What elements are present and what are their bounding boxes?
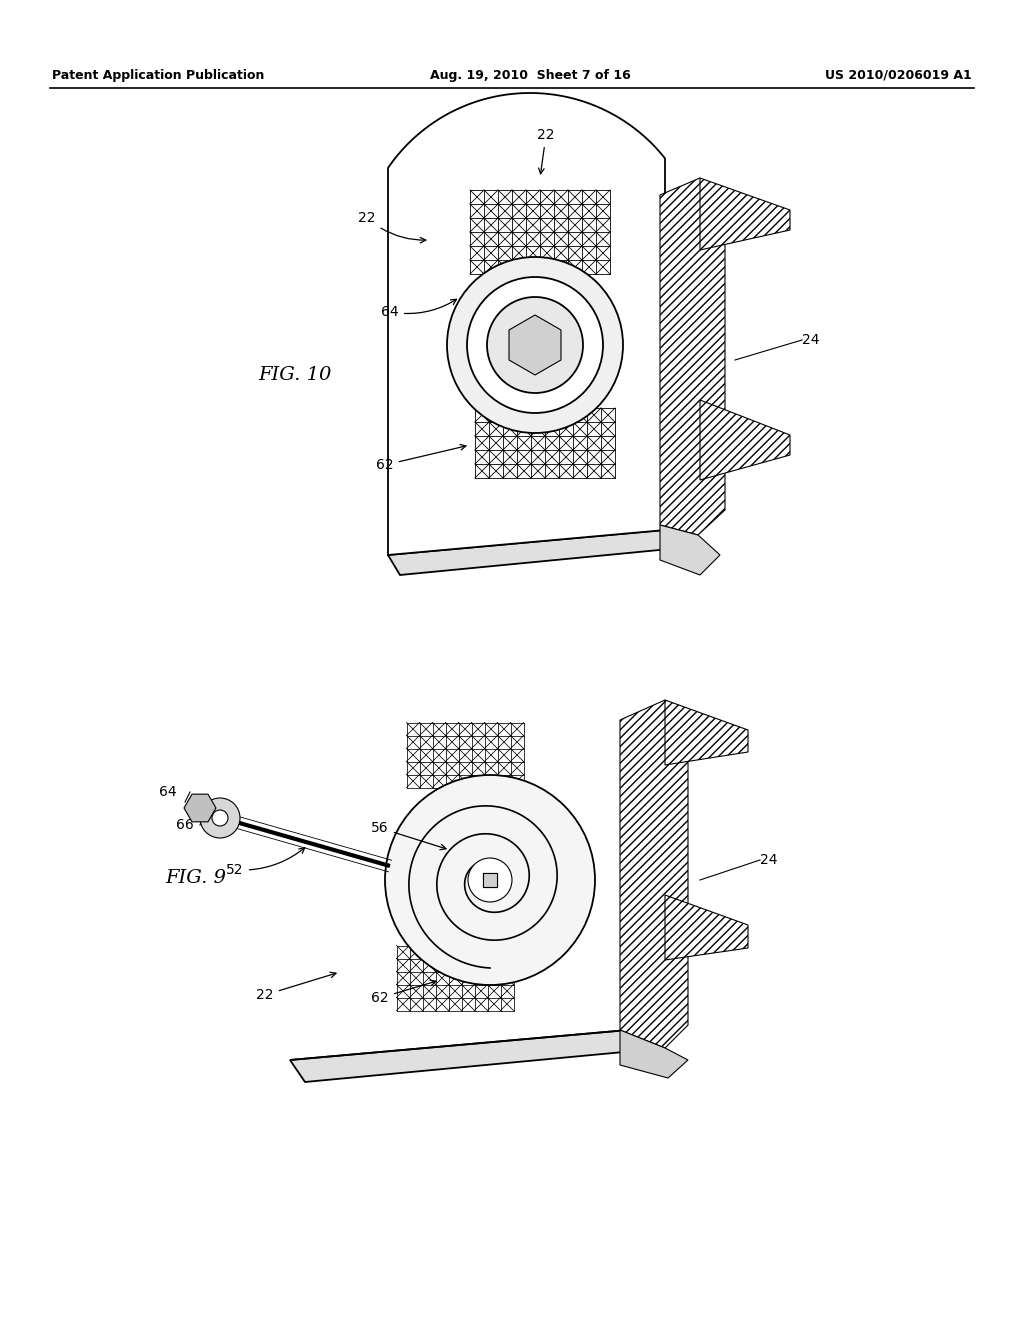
Circle shape [212, 810, 228, 826]
Polygon shape [700, 178, 790, 249]
Text: 22: 22 [256, 973, 336, 1002]
Text: 56: 56 [371, 821, 446, 850]
Text: 64: 64 [381, 300, 457, 319]
Circle shape [385, 775, 595, 985]
Polygon shape [665, 895, 748, 960]
Polygon shape [620, 700, 688, 1048]
Polygon shape [388, 531, 680, 576]
Text: 52: 52 [226, 847, 305, 876]
Circle shape [468, 858, 512, 902]
Text: 66: 66 [176, 818, 194, 832]
Polygon shape [660, 178, 725, 535]
Text: 22: 22 [358, 211, 426, 243]
Polygon shape [665, 700, 748, 766]
Text: 24: 24 [760, 853, 777, 867]
Bar [483, 873, 497, 887]
Text: 62: 62 [376, 445, 466, 473]
Polygon shape [700, 400, 790, 480]
Circle shape [200, 799, 240, 838]
Text: Aug. 19, 2010  Sheet 7 of 16: Aug. 19, 2010 Sheet 7 of 16 [430, 69, 631, 82]
Polygon shape [290, 1030, 645, 1082]
Text: Patent Application Publication: Patent Application Publication [52, 69, 264, 82]
Text: FIG. 10: FIG. 10 [258, 366, 332, 384]
Text: 64: 64 [159, 785, 177, 799]
Text: 24: 24 [802, 333, 819, 347]
Text: US 2010/0206019 A1: US 2010/0206019 A1 [825, 69, 972, 82]
Text: 22: 22 [538, 128, 555, 174]
Polygon shape [388, 92, 665, 554]
Polygon shape [660, 525, 720, 576]
Text: 62: 62 [371, 981, 436, 1005]
Polygon shape [184, 795, 216, 822]
Polygon shape [620, 1030, 688, 1078]
Polygon shape [509, 315, 561, 375]
Circle shape [467, 277, 603, 413]
Bar [483, 873, 497, 887]
Text: FIG. 9: FIG. 9 [165, 869, 226, 887]
Circle shape [487, 297, 583, 393]
Circle shape [447, 257, 623, 433]
